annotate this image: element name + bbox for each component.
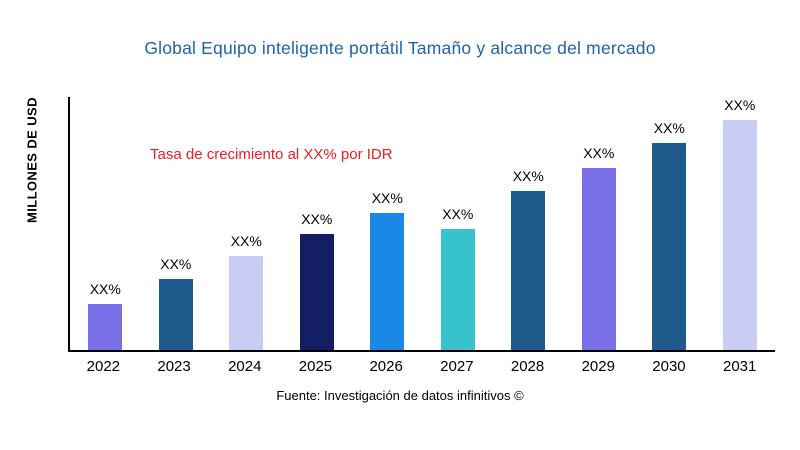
x-axis-label: 2029: [581, 358, 615, 375]
bar-slot: XX%: [493, 97, 564, 350]
bar-value-label: XX%: [442, 205, 474, 222]
x-axis-label: 2027: [440, 358, 474, 375]
bar-value-label: XX%: [512, 167, 544, 184]
x-axis-label: 2028: [510, 358, 545, 375]
bar-2030: [652, 142, 687, 350]
bar-slot: XX%: [70, 97, 141, 350]
bar-2028: [511, 190, 546, 350]
bar-value-label: XX%: [583, 144, 615, 161]
bar-slot: XX%: [211, 97, 282, 350]
bar-value-label: XX%: [230, 233, 262, 250]
bar-slot: XX%: [564, 97, 635, 350]
bar-value-label: XX%: [89, 281, 121, 298]
bar-value-label: XX%: [724, 97, 756, 113]
bar-2022: [88, 304, 123, 350]
x-axis-labels: 2022 2023 2024 2025 2026 2027 2028 2029 2030 2031: [68, 358, 775, 375]
source-text: Fuente: Investigación de datos infinitiv…: [276, 388, 524, 403]
bar-value-label: XX%: [301, 210, 333, 227]
bar-slot: XX%: [141, 97, 212, 350]
bar-2027: [440, 228, 475, 350]
bar-2025: [299, 233, 334, 350]
bar-slot: XX%: [705, 97, 776, 350]
bar-2031: [722, 120, 757, 350]
growth-rate-annotation: Tasa de crecimiento al XX% por IDR: [150, 146, 393, 163]
x-axis-label: 2030: [652, 358, 686, 375]
bar-slot: XX%: [423, 97, 494, 350]
x-axis-label: 2023: [157, 358, 191, 375]
bar-2023: [158, 279, 193, 350]
bar-value-label: XX%: [160, 256, 192, 273]
bar-2024: [229, 256, 264, 350]
plot-area: XX% XX% XX% XX% XX% XX% XX% XX% XX% XX%: [68, 97, 775, 352]
bar-2026: [370, 213, 405, 350]
bar-2029: [581, 167, 616, 350]
bar-slot: XX%: [282, 97, 353, 350]
x-axis-label: 2026: [369, 358, 403, 375]
bar-slot: XX%: [634, 97, 705, 350]
y-axis-label: MILLONES DE USD: [24, 97, 40, 223]
x-axis-label: 2024: [228, 358, 262, 375]
chart-title: Global Equipo inteligente portátil Tamañ…: [144, 38, 656, 58]
x-axis-label: 2025: [298, 358, 333, 375]
bar-slot: XX%: [352, 97, 423, 350]
bar-value-label: XX%: [653, 119, 685, 136]
x-axis-label: 2022: [86, 358, 121, 375]
bar-value-label: XX%: [371, 190, 403, 207]
x-axis-label: 2031: [722, 358, 757, 375]
